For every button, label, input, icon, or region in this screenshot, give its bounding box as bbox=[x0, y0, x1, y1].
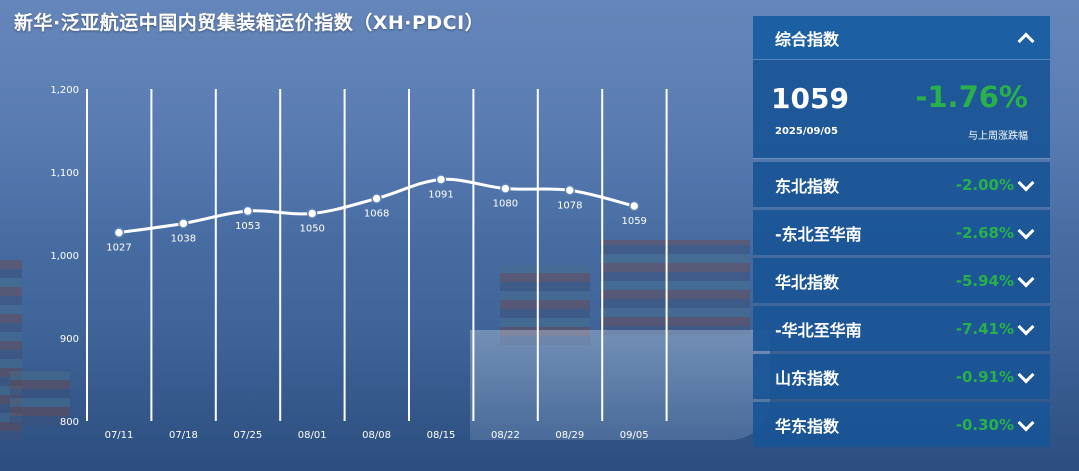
data-point bbox=[113, 227, 125, 238]
index-row-huadong[interactable]: 华东指数 -0.30% bbox=[753, 402, 1050, 447]
data-point bbox=[178, 218, 189, 229]
data-point bbox=[435, 174, 447, 185]
x-tick-label: 08/15 bbox=[427, 430, 456, 441]
composite-summary: 1059 2025/09/05 -1.76% 与上周涨跌幅 bbox=[753, 60, 1050, 159]
data-point bbox=[371, 193, 382, 204]
index-row-dongbei-huanan[interactable]: -东北至华南 -2.68% bbox=[753, 210, 1050, 255]
x-tick-label: 07/11 bbox=[105, 430, 134, 441]
composite-change: -1.76% bbox=[915, 80, 1028, 114]
index-row-shandong[interactable]: 山东指数 -0.91% bbox=[753, 354, 1050, 399]
index-row-change: -5.94% bbox=[955, 271, 1014, 290]
composite-index-header[interactable]: 综合指数 bbox=[753, 16, 1050, 60]
data-label: 1068 bbox=[364, 209, 389, 220]
index-row-huabei[interactable]: 华北指数 -5.94% bbox=[753, 258, 1050, 303]
index-row-change: -2.68% bbox=[955, 223, 1014, 242]
data-point bbox=[628, 200, 640, 212]
y-tick-label: 1,000 bbox=[50, 251, 79, 262]
x-tick-label: 08/01 bbox=[298, 430, 327, 441]
chevron-down-icon[interactable] bbox=[1017, 270, 1035, 287]
data-point bbox=[500, 183, 511, 194]
chevron-down-icon[interactable] bbox=[1017, 366, 1035, 383]
data-label: 1059 bbox=[621, 216, 646, 227]
index-row-label: -东北至华南 bbox=[775, 224, 862, 244]
composite-value: 1059 bbox=[771, 82, 849, 115]
data-label: 1038 bbox=[171, 233, 196, 244]
chevron-down-icon[interactable] bbox=[1017, 222, 1035, 239]
index-row-label: 东北指数 bbox=[775, 176, 840, 196]
chevron-down-icon[interactable] bbox=[1017, 174, 1035, 191]
background-container-stack bbox=[10, 370, 70, 425]
x-tick-label: 08/29 bbox=[555, 430, 584, 441]
index-row-label: 山东指数 bbox=[775, 368, 840, 388]
chevron-down-icon[interactable] bbox=[1017, 318, 1035, 335]
data-point bbox=[564, 185, 576, 196]
data-label: 1050 bbox=[299, 224, 324, 235]
index-row-dongbei[interactable]: 东北指数 -2.00% bbox=[753, 162, 1050, 207]
data-label: 1080 bbox=[493, 199, 518, 210]
background-container-stack bbox=[600, 240, 750, 335]
x-tick-label: 08/22 bbox=[491, 430, 520, 441]
index-panel: 综合指数 1059 2025/09/05 -1.76% 与上周涨跌幅 东北指数 … bbox=[753, 16, 1050, 447]
data-point bbox=[242, 205, 254, 217]
chart-svg: 800 900 1,000 1,100 1,200 07/11 07/18 07/25 08/0… bbox=[50, 85, 668, 441]
y-tick-label: 1,100 bbox=[50, 168, 79, 179]
background-ship bbox=[470, 330, 770, 440]
index-row-huabei-huanan[interactable]: -华北至华南 -7.41% bbox=[753, 306, 1050, 351]
x-tick-label: 07/18 bbox=[169, 430, 198, 441]
y-tick-label: 1,200 bbox=[50, 85, 79, 96]
index-row-label: -华北至华南 bbox=[775, 320, 862, 340]
data-label: 1027 bbox=[106, 243, 131, 254]
y-tick-label: 900 bbox=[60, 334, 79, 345]
x-tick-label: 09/05 bbox=[620, 430, 649, 441]
chevron-down-icon[interactable] bbox=[1017, 414, 1035, 431]
y-tick-label: 800 bbox=[60, 417, 79, 428]
index-row-change: -0.91% bbox=[955, 367, 1014, 386]
x-tick-label: 08/08 bbox=[362, 430, 391, 441]
composite-change-label: 与上周涨跌幅 bbox=[968, 131, 1028, 142]
index-row-change: -7.41% bbox=[955, 319, 1014, 338]
data-label: 1053 bbox=[235, 221, 260, 232]
data-label: 1091 bbox=[428, 189, 453, 200]
composite-date: 2025/09/05 bbox=[775, 126, 838, 137]
index-row-change: -0.30% bbox=[955, 415, 1014, 434]
chevron-up-icon[interactable] bbox=[1017, 32, 1035, 49]
composite-index-label: 综合指数 bbox=[775, 29, 840, 49]
data-label: 1078 bbox=[557, 200, 582, 211]
index-row-label: 华北指数 bbox=[775, 272, 840, 292]
page-title: 新华·泛亚航运中国内贸集装箱运价指数（XH·PDCI） bbox=[14, 12, 485, 34]
background-container-stack bbox=[500, 265, 590, 345]
x-tick-label: 07/25 bbox=[233, 430, 262, 441]
data-point bbox=[306, 208, 318, 219]
line-chart: 800 900 1,000 1,100 1,200 07/11 07/18 07/25 08/0… bbox=[40, 80, 680, 441]
index-row-label: 华东指数 bbox=[775, 416, 840, 436]
index-row-change: -2.00% bbox=[955, 175, 1014, 194]
